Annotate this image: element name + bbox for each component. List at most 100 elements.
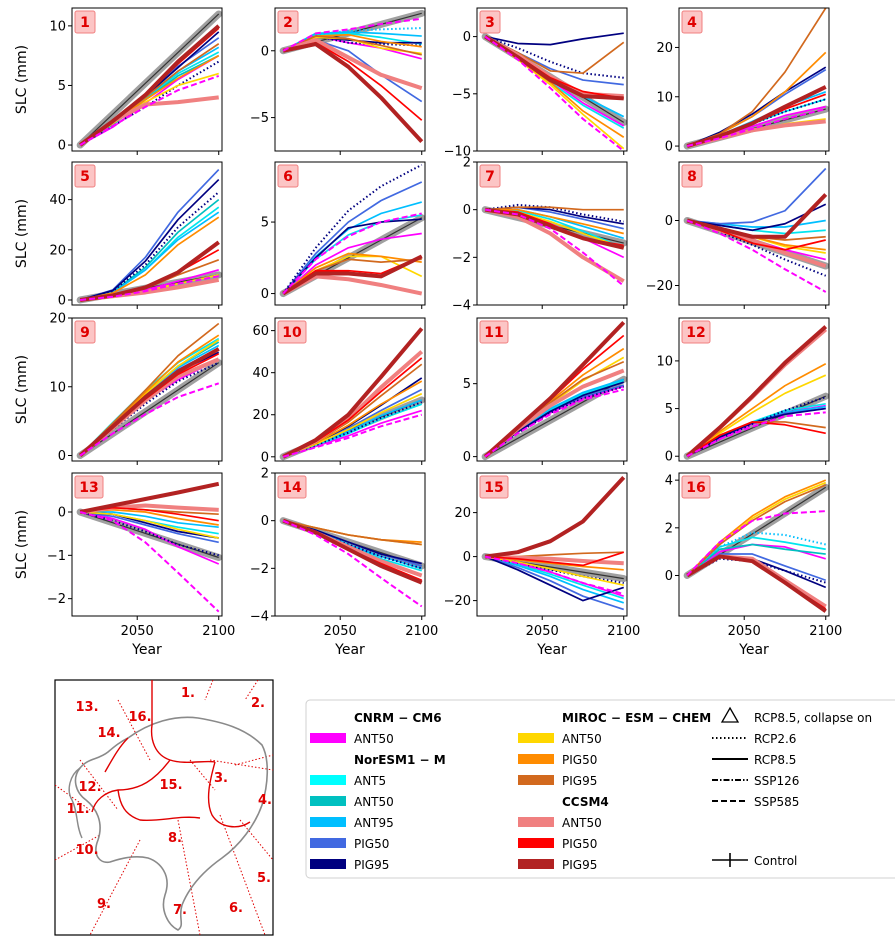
series-line <box>484 385 625 458</box>
series-line <box>687 203 827 232</box>
x-tick-label: 2100 <box>607 624 640 639</box>
y-tick-label: 0 <box>665 140 673 155</box>
panel-number: 15 <box>484 480 503 496</box>
legend-swatch <box>518 817 554 827</box>
y-tick-label: 0 <box>261 287 269 302</box>
map-basin-label: 15. <box>159 778 182 793</box>
legend: CNRM − CM6 ANT50 NorESM1 − M ANT5 ANT50 ANT95… <box>305 699 895 879</box>
y-tick-label: 0 <box>58 449 66 464</box>
antarctica-map: 1. 2. 3. 4. 5. 6. 7. 8. 9. 10. 11. 12. 13. 14. 15. 16. <box>54 679 274 936</box>
series-line <box>282 163 423 295</box>
legend-triangle-marker <box>720 706 740 723</box>
legend-model-name: CNRM − CM6 <box>354 711 442 725</box>
series-line <box>79 178 220 301</box>
panel-15: −20 0 20 2050 2100 15 Year <box>444 472 640 658</box>
panel-3: −10 −5 03 <box>444 7 628 160</box>
legend-style-label: Control <box>754 854 797 868</box>
axes-frame <box>678 7 830 152</box>
axes-frame <box>476 7 628 152</box>
panel-number: 6 <box>283 169 293 185</box>
series-line <box>282 38 423 91</box>
panel-badge <box>74 10 96 34</box>
panel-7: −4 −2 0 27 <box>452 156 628 314</box>
y-tick-label: 0 <box>58 506 66 521</box>
series-line <box>282 413 423 458</box>
basin-boundary-dotted <box>239 819 273 861</box>
y-tick-label: −4 <box>250 610 269 625</box>
panel-badge <box>74 320 96 344</box>
legend-item-label: PIG50 <box>562 837 597 851</box>
series-group <box>76 10 222 149</box>
legend-item-label: PIG95 <box>562 774 597 788</box>
map-basin-label: 6. <box>229 901 243 916</box>
panel-badge <box>277 10 299 34</box>
legend-swatch <box>518 838 554 848</box>
series-group <box>481 203 627 287</box>
y-tick-label: 5 <box>463 377 471 392</box>
panel-badge <box>479 10 501 34</box>
panel-number: 4 <box>687 15 697 31</box>
panel-11: 0 5 11 <box>463 317 628 465</box>
series-group <box>279 163 425 298</box>
coastline <box>74 716 269 931</box>
panel-16: 0 2 4 2050 2100 16 Year <box>665 472 842 658</box>
map-basin-label: 4. <box>258 793 272 808</box>
axes-frame <box>274 7 426 152</box>
series-line <box>686 510 826 577</box>
legend-swatch <box>310 838 346 848</box>
series-line <box>282 518 423 585</box>
map-basin-label: 11. <box>66 802 89 817</box>
map-frame <box>54 679 274 936</box>
axes-frame <box>71 7 223 152</box>
series-line <box>79 511 219 557</box>
y-tick-label: 20 <box>49 312 66 327</box>
legend-item-label: ANT95 <box>354 816 394 830</box>
y-tick-label: 0 <box>665 569 673 584</box>
series-line <box>484 555 624 595</box>
legend-item-label: PIG95 <box>562 858 597 872</box>
panel-4: 0 10 20 4 <box>656 7 830 155</box>
y-tick-label: 20 <box>656 41 673 56</box>
legend-item-label: PIG50 <box>354 837 389 851</box>
series-line <box>686 193 828 239</box>
legend-item-label: ANT5 <box>354 774 386 788</box>
y-tick-label: 10 <box>49 380 66 395</box>
y-tick-label: 2 <box>665 521 673 536</box>
series-line <box>282 232 422 295</box>
peninsula-coast <box>68 767 83 839</box>
series-group <box>683 8 829 150</box>
series-line <box>686 108 826 148</box>
legend-swatch <box>310 796 346 806</box>
y-tick-label: 0 <box>261 44 269 59</box>
series-line <box>685 325 828 458</box>
panel-2: −5 02 <box>250 7 426 155</box>
panel-number: 16 <box>686 480 705 496</box>
x-tick-label: 2050 <box>728 624 761 639</box>
basin-boundary-dotted <box>189 759 216 791</box>
series-line <box>686 85 827 148</box>
y-axis-label: SLC (mm) <box>14 199 30 268</box>
y-tick-label: 10 <box>656 90 673 105</box>
control-line <box>79 511 219 559</box>
basin-boundary-dotted <box>204 680 214 701</box>
y-tick-label: 0 <box>463 203 471 218</box>
panel-badge <box>74 475 104 499</box>
y-tick-label: 0 <box>463 30 471 45</box>
panel-badge <box>74 164 96 188</box>
y-tick-label: −4 <box>452 299 471 314</box>
axes-frame <box>678 317 830 462</box>
map-basin-label: 8. <box>168 831 182 846</box>
panel-badge <box>479 320 509 344</box>
basin-boundary-solid <box>117 789 201 822</box>
y-tick-label: −5 <box>250 111 269 126</box>
series-group <box>481 32 627 151</box>
series-line <box>484 34 624 101</box>
x-axis-label: Year <box>131 642 162 658</box>
series-line <box>484 35 625 151</box>
panel-9: 0 10 20 9 SLC (mm) <box>14 312 223 465</box>
y-tick-label: 20 <box>454 506 471 521</box>
y-tick-label: 0 <box>665 450 673 465</box>
legend-swatch <box>310 733 346 743</box>
axes-frame <box>274 161 426 306</box>
y-tick-label: 0 <box>58 293 66 308</box>
